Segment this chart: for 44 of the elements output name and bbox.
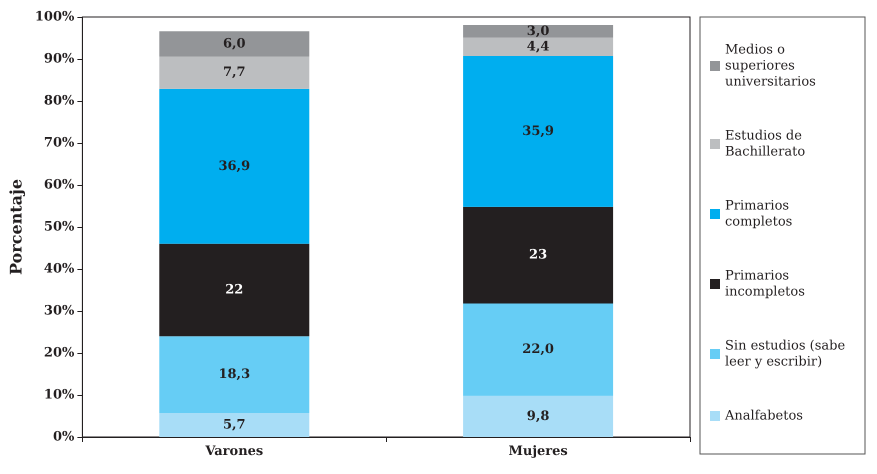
data-label: 22: [225, 282, 244, 298]
data-label: 9,8: [526, 408, 550, 424]
x-tick-label: Mujeres: [508, 444, 568, 459]
y-tick-label: 50%: [44, 220, 76, 234]
y-tick-label: 20%: [44, 346, 76, 360]
legend-label: Primarios completos: [725, 198, 794, 230]
data-label: 22,0: [522, 342, 554, 358]
bar: [463, 396, 614, 437]
y-tick-label: 60%: [44, 178, 76, 192]
y-tick-label: 30%: [44, 304, 76, 318]
bar: [159, 56, 310, 89]
y-tick-label: 90%: [44, 52, 76, 66]
bar: [159, 31, 310, 56]
data-label: 4,4: [526, 39, 550, 54]
bar: [463, 303, 614, 396]
data-label: 18,3: [218, 367, 250, 382]
data-label: 23: [529, 248, 548, 263]
bar: [159, 336, 310, 414]
x-tick-label: Varones: [204, 444, 264, 459]
legend-label: Estudios de Bachillerato: [725, 128, 806, 160]
data-label: 35,9: [522, 124, 554, 139]
y-tick-label: 100%: [34, 10, 76, 24]
legend-label: Primarios incompletos: [725, 268, 805, 300]
bar: [463, 38, 614, 56]
y-tick-label: 40%: [44, 262, 76, 276]
legend-label: Analfabetos: [724, 408, 803, 424]
y-tick-label: 80%: [44, 94, 76, 108]
data-label: 5,7: [222, 418, 246, 433]
bar: [159, 244, 310, 336]
y-tick-label: 70%: [44, 136, 76, 150]
bar: [159, 413, 310, 437]
bar: [463, 24, 614, 38]
y-axis-title: Porcentaje: [6, 179, 26, 275]
data-label: 6,0: [222, 36, 246, 52]
data-label: 7,7: [222, 65, 246, 80]
legend-label: Sin estudios (sabe leer y escribir): [725, 338, 850, 370]
y-tick-label: 10%: [44, 388, 76, 402]
bar: [159, 88, 310, 244]
y-tick-label: 0%: [52, 430, 76, 444]
data-label: 3,0: [526, 24, 550, 39]
data-label: 36,9: [218, 158, 250, 174]
bar: [463, 206, 614, 304]
bar: [463, 56, 614, 207]
legend-label: Medios o superiores universitarios: [725, 42, 816, 90]
